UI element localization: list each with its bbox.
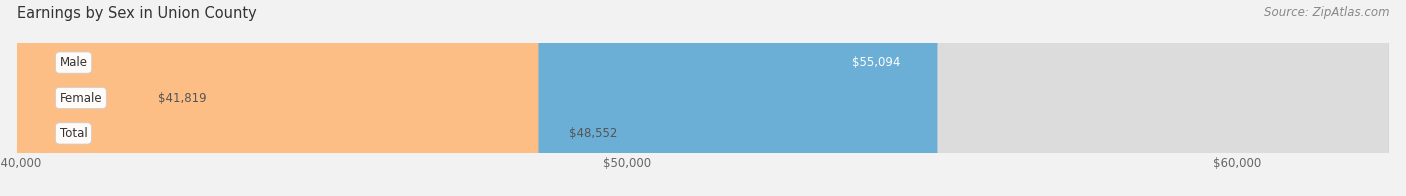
FancyBboxPatch shape	[0, 0, 505, 196]
Text: Total: Total	[59, 127, 87, 140]
Text: Male: Male	[59, 56, 87, 69]
Text: Source: ZipAtlas.com: Source: ZipAtlas.com	[1264, 6, 1389, 19]
Bar	[17, 80, 1389, 116]
FancyBboxPatch shape	[17, 0, 1389, 196]
Text: $55,094: $55,094	[852, 56, 901, 69]
Bar	[17, 45, 1389, 80]
Text: Female: Female	[59, 92, 103, 104]
Bar	[17, 116, 1389, 151]
FancyBboxPatch shape	[17, 0, 1389, 196]
FancyBboxPatch shape	[17, 0, 1389, 196]
FancyBboxPatch shape	[17, 0, 538, 196]
Text: $41,819: $41,819	[159, 92, 207, 104]
Text: $48,552: $48,552	[569, 127, 617, 140]
Text: Earnings by Sex in Union County: Earnings by Sex in Union County	[17, 6, 257, 21]
FancyBboxPatch shape	[17, 0, 938, 196]
